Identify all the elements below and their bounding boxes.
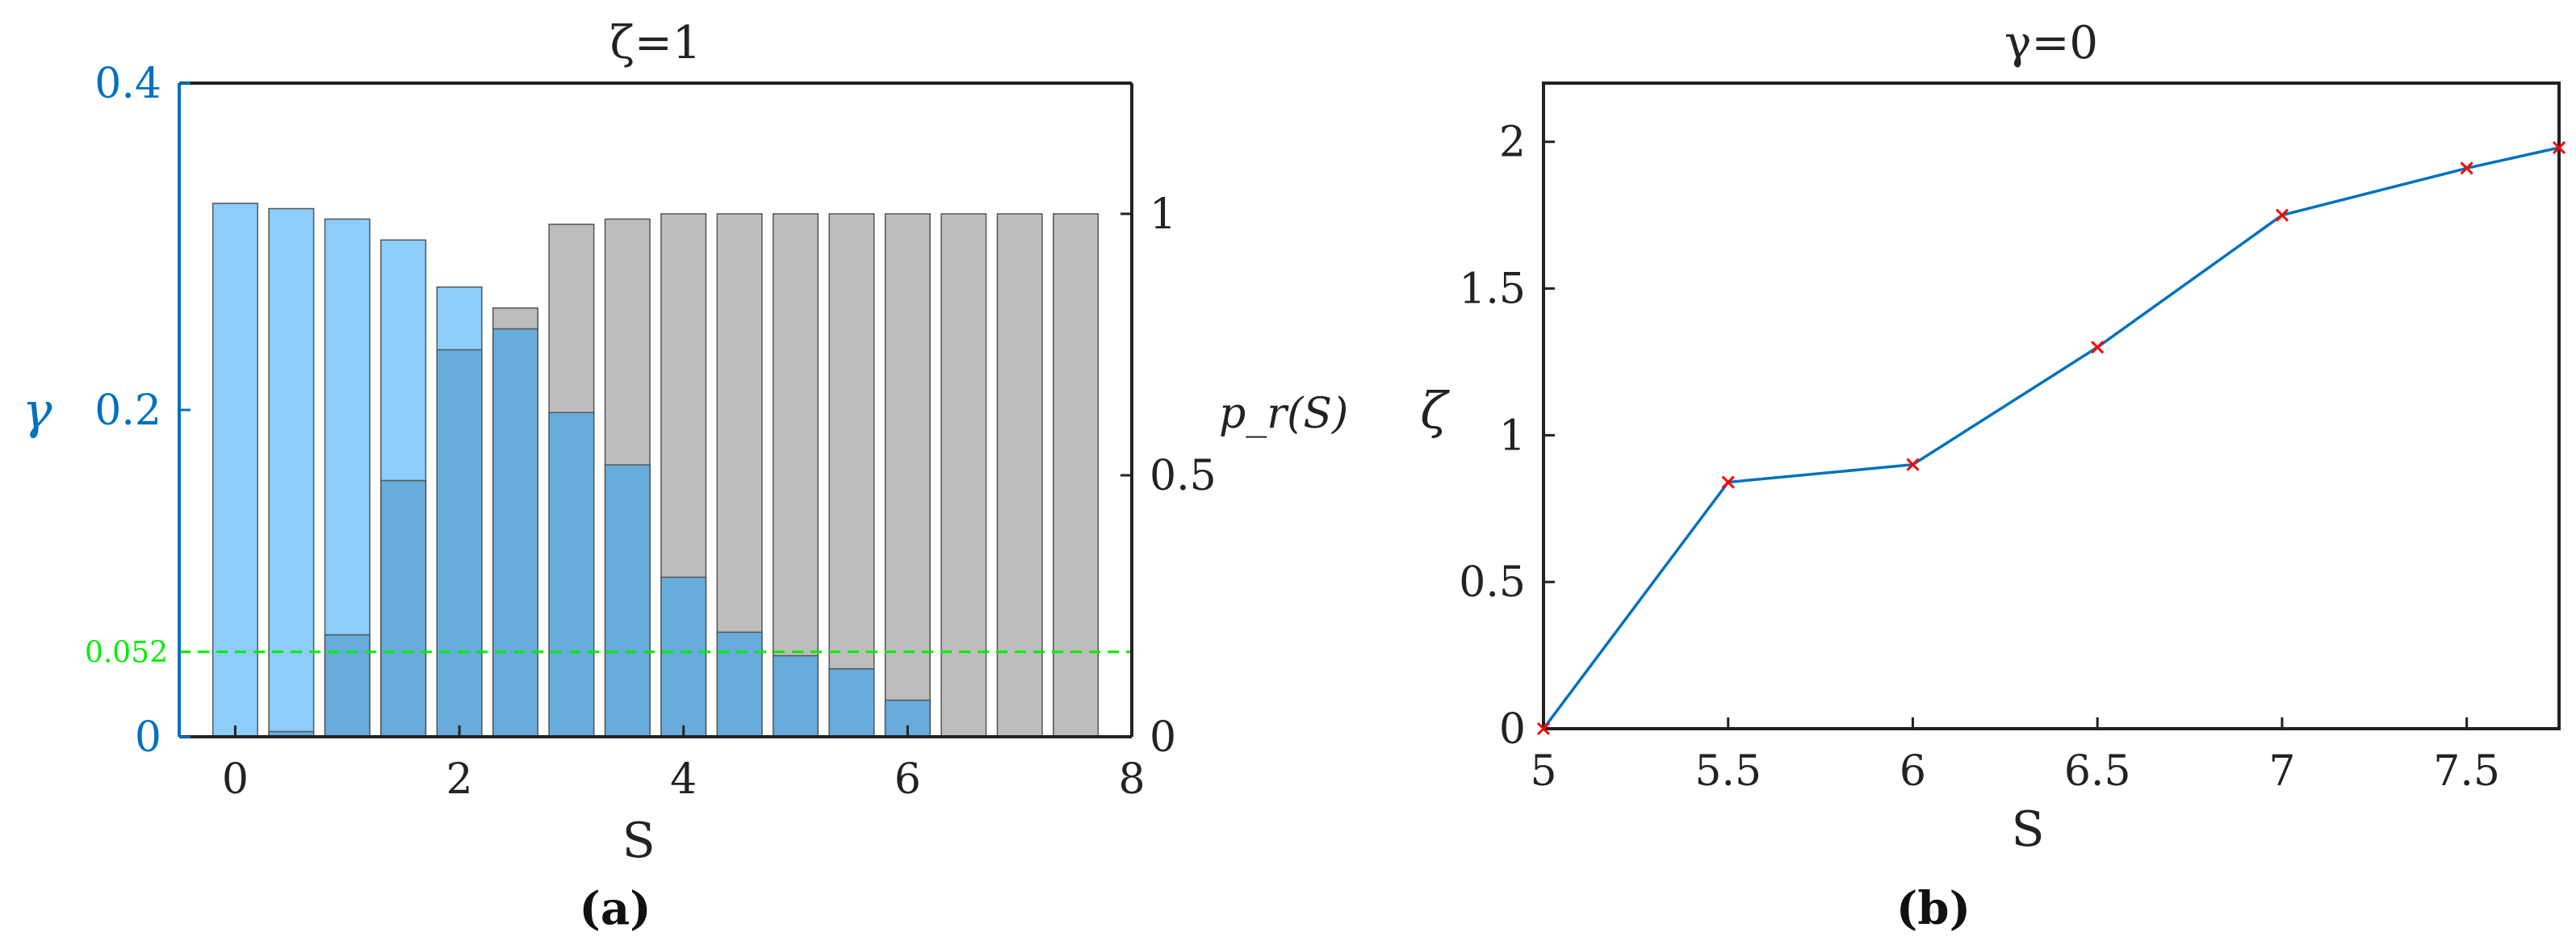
data-point-marker <box>1721 475 1735 489</box>
data-point-marker <box>2275 208 2289 222</box>
y-tick-label-left-a: 0.4 <box>94 60 161 108</box>
x-axis-label-a: S <box>622 813 656 869</box>
marker-stroke <box>2460 161 2473 175</box>
series-line <box>1542 146 2560 730</box>
marker-stroke <box>1536 721 1551 736</box>
marker-stroke <box>1906 458 1920 471</box>
plot-area-a: 0 2 4 6 800.20.400.51 <box>94 60 1216 804</box>
x-tick-label-a: 2 <box>446 755 473 804</box>
y-tick-label-b: 1 <box>1499 412 1526 460</box>
bar-series3-s5 <box>773 654 819 738</box>
chart-panel-a: 0 2 4 6 800.20.400.51 ζ=1 S γ p_r(S) (a) 0.0… <box>22 17 1348 935</box>
y-tick-label-b: 0.5 <box>1459 558 1526 607</box>
bar-series3-s4 <box>660 576 707 738</box>
marker-stroke <box>1721 475 1735 489</box>
bar-series1-s5_5 <box>828 213 875 738</box>
bar-series3-s5_5 <box>828 668 875 738</box>
x-tick-label-b: 5.5 <box>1694 747 1761 796</box>
marker-stroke <box>2091 341 2105 354</box>
bar-series1-s6 <box>884 213 931 738</box>
bar-series3-s1 <box>324 633 371 738</box>
y-tick-label-left-a: 0 <box>135 713 161 762</box>
y-axis-label-right-a: p_r(S) <box>1219 390 1348 438</box>
marker-stroke <box>2275 208 2289 222</box>
x-tick-label-b: 7.5 <box>2433 747 2500 796</box>
y-tick-label-b: 2 <box>1499 119 1526 167</box>
data-point-marker <box>2552 140 2566 155</box>
y-tick-label-b: 0 <box>1499 705 1526 754</box>
x-tick-label-a: 4 <box>670 755 697 804</box>
x-tick-label-b: 7 <box>2268 747 2295 796</box>
bar-series1-s7_5 <box>1053 213 1100 738</box>
x-tick-label-b: 5 <box>1530 747 1556 796</box>
bar-series3-s2 <box>436 349 483 738</box>
y-tick-label-left-a: 0.2 <box>94 387 161 435</box>
chart-panel-b: 5 5.5 6 6.5 7 7.5 0 0.5 1 1.5 2 γ=0 S ζ (b) <box>1420 17 2566 935</box>
y-tick-label-right-a: 1 <box>1150 190 1176 239</box>
bar-series3-s3 <box>548 412 595 738</box>
plot-area-b: 5 5.5 6 6.5 7 7.5 0 0.5 1 1.5 2 <box>1459 82 2566 796</box>
bar-series3-s3_5 <box>604 464 651 738</box>
data-point-marker <box>2460 161 2473 175</box>
bar-series1-s6_5 <box>940 213 987 738</box>
y-tick-label-b: 1.5 <box>1459 265 1526 314</box>
bar-series2-s0 <box>212 203 258 738</box>
x-tick-label-b: 6 <box>1900 747 1926 796</box>
data-point-marker <box>2091 341 2105 354</box>
reference-line-label: 0.052 <box>85 637 168 670</box>
bar-series3-s4_5 <box>716 631 763 738</box>
data-point-marker <box>1906 458 1920 471</box>
data-point-marker <box>1536 721 1551 736</box>
panel-label-a: (a) <box>579 882 651 935</box>
bar-series2-s0_5 <box>268 207 315 738</box>
x-axis-label-b: S <box>2011 801 2044 858</box>
x-tick-label-a: 0 <box>222 755 249 804</box>
x-tick-label-a: 8 <box>1118 755 1145 804</box>
plot-frame-b <box>1542 82 2561 730</box>
chart-title-b: γ=0 <box>2004 17 2098 69</box>
panel-label-b: (b) <box>1896 882 1971 935</box>
bar-series3-s2_5 <box>492 328 538 738</box>
marker-stroke <box>2552 140 2566 155</box>
x-tick-label-b: 6.5 <box>2064 747 2131 796</box>
y-axis-label-left-a: γ <box>22 381 52 440</box>
bar-series3-s1_5 <box>380 479 427 738</box>
y-axis-label-b: ζ <box>1420 381 1450 440</box>
bar-series1-s7 <box>996 213 1043 738</box>
y-tick-label-right-a: 0 <box>1150 713 1176 762</box>
bar-series1-s5 <box>773 213 819 738</box>
x-tick-label-a: 6 <box>894 755 921 804</box>
y-tick-label-right-a: 0.5 <box>1150 452 1217 500</box>
chart-title-a: ζ=1 <box>610 17 702 69</box>
